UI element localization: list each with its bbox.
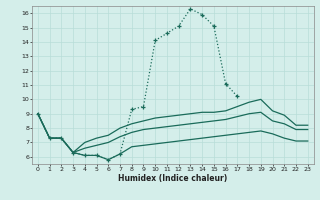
X-axis label: Humidex (Indice chaleur): Humidex (Indice chaleur) — [118, 174, 228, 183]
